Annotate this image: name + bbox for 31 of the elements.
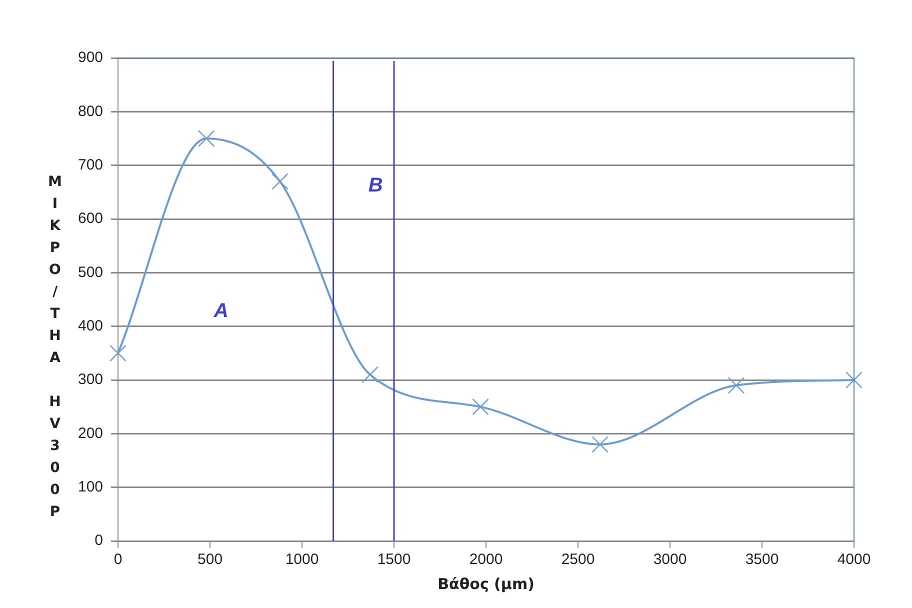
point [728,376,745,394]
point [198,130,215,147]
point [592,436,608,453]
point [110,344,126,362]
x-tick-label: 1000 [285,551,319,568]
y-tick-label: 100 [78,478,104,496]
annotation: B [368,174,383,197]
annotation: A [212,300,228,322]
x-tick-label: 500 [198,551,223,568]
x-tick-label: 0 [114,551,122,568]
x-tick-label: 3500 [745,551,779,568]
point [846,372,862,388]
x-tick-label: 2000 [469,551,503,568]
y-tick-label: 0 [94,532,104,550]
x-tick-label: 1500 [377,551,411,568]
y-tick-label: 500 [78,264,104,281]
y-tick-label: 300 [78,371,104,388]
point [472,398,489,416]
point [272,173,288,190]
y-axis-title: ΜΙΚΡΟ/ΤΗΑ HV300P [46,174,64,526]
point [362,366,378,384]
y-tick-label: 700 [78,156,104,174]
x-tick-label: 4000 [837,551,871,568]
x-tick-label: 2500 [561,551,595,568]
y-tick-label: 800 [78,102,104,120]
x-tick-label: 3000 [653,551,687,568]
y-tick-label: 600 [78,210,104,228]
x-axis-title: Βάθος (μm) [438,574,534,593]
y-tick-label: 200 [78,424,104,442]
y-tick-label: 900 [78,49,104,66]
y-tick-label: 400 [78,317,104,334]
